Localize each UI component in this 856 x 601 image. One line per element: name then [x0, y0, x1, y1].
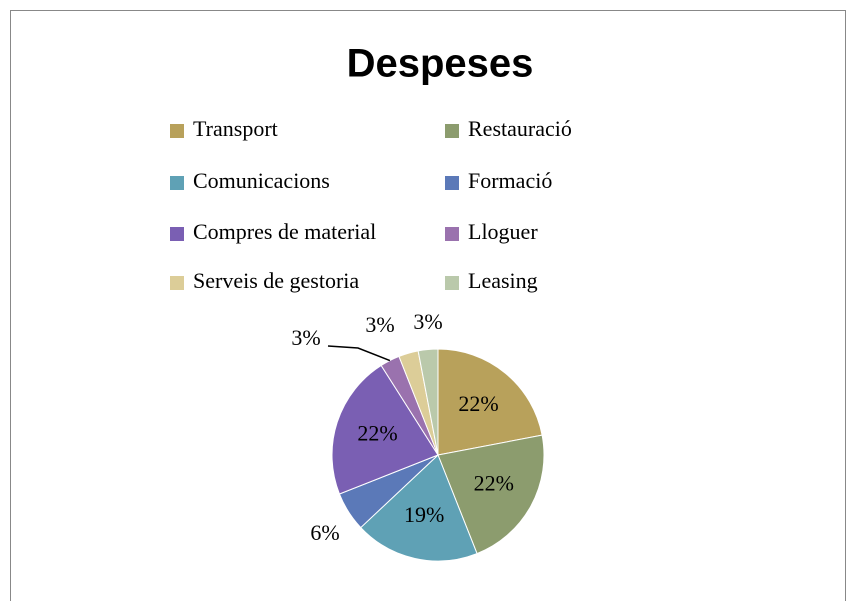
legend-label: Compres de material [193, 219, 376, 244]
legend-swatch [445, 124, 459, 138]
chart-title: Despeses [347, 42, 534, 86]
pie-slice [331, 364, 439, 495]
legend-swatch [445, 276, 459, 290]
legend-label: Leasing [468, 268, 538, 293]
data-label: 3% [413, 309, 442, 334]
legend-swatch [445, 227, 459, 241]
pie-slice [437, 434, 545, 555]
legend-swatch [170, 124, 184, 138]
legend-label: Lloguer [468, 219, 538, 244]
data-label: 22% [458, 391, 498, 416]
pie-slice [360, 454, 478, 562]
legend-swatch [170, 227, 184, 241]
data-label: 6% [310, 520, 339, 545]
legend-swatch [170, 276, 184, 290]
leader-line [327, 345, 391, 362]
pie-slice [417, 348, 439, 456]
legend-label: Comunicacions [193, 168, 330, 193]
legend-label: Restauració [468, 116, 572, 141]
legend-label: Transport [193, 116, 278, 141]
legend-swatch [170, 176, 184, 190]
data-label: 3% [291, 325, 320, 350]
data-label: 3% [365, 312, 394, 337]
legend-label: Serveis de gestoria [193, 268, 359, 293]
data-label: 22% [357, 420, 397, 445]
legend-swatch [445, 176, 459, 190]
pie-slice [437, 348, 543, 456]
data-label: 19% [404, 502, 444, 527]
data-label: 22% [474, 471, 514, 496]
legend-label: Formació [468, 168, 552, 193]
